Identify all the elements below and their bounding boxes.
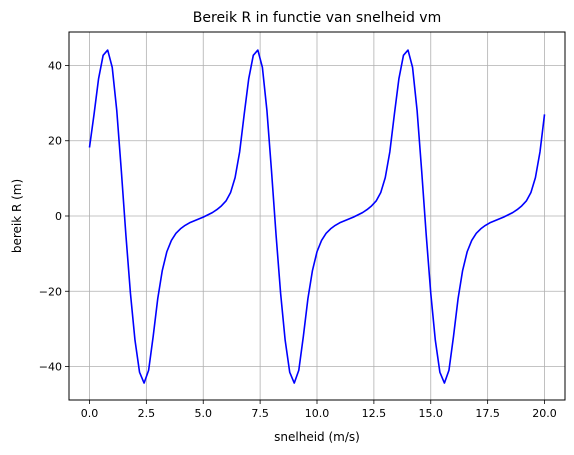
y-tick-label: −40	[39, 361, 62, 374]
x-tick-label: 15.0	[419, 407, 444, 420]
x-axis-label: snelheid (m/s)	[274, 430, 360, 444]
x-tick-label: 7.5	[251, 407, 269, 420]
y-tick-label: 20	[48, 135, 62, 148]
x-axis-ticks: 0.0 2.5 5.0 7.5 10.0 12.5 15.0 17.5 20.0	[81, 400, 557, 420]
chart-title: Bereik R in functie van snelheid vm	[193, 10, 441, 26]
y-tick-label: 40	[48, 59, 62, 72]
x-tick-label: 5.0	[194, 407, 212, 420]
x-tick-label: 10.0	[305, 407, 330, 420]
series-group	[88, 49, 546, 384]
y-axis-ticks: −40 −20 0 20 40	[39, 59, 69, 374]
y-tick-label: 0	[55, 210, 62, 223]
y-axis-label: bereik R (m)	[10, 179, 24, 253]
x-tick-label: 17.5	[475, 407, 500, 420]
grid	[69, 32, 565, 400]
x-tick-label: 20.0	[532, 407, 557, 420]
series-line	[88, 49, 546, 384]
y-tick-label: −20	[39, 285, 62, 298]
x-tick-label: 12.5	[362, 407, 387, 420]
x-tick-label: 2.5	[138, 407, 156, 420]
x-tick-label: 0.0	[81, 407, 99, 420]
